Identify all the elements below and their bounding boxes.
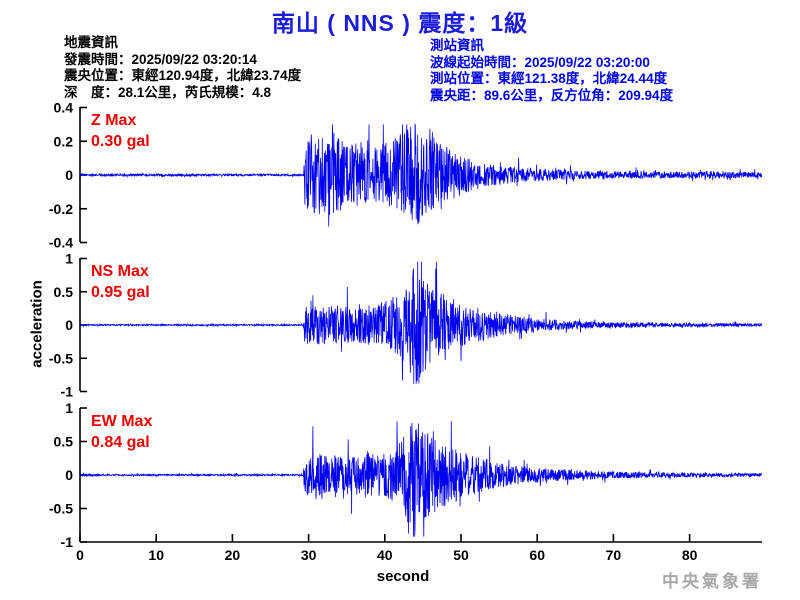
epicentral-distance-line: 震央距：89.6公里，反方位角：209.94度 [430, 87, 674, 103]
y-tick-label: 0 [65, 467, 73, 483]
origin-time-line: 發震時間：2025/09/22 03:20:14 [64, 51, 257, 67]
y-tick-label: 0.2 [54, 133, 74, 149]
x-tick-label: 70 [606, 547, 622, 563]
max-label-z-name: Z Max [91, 112, 137, 129]
x-tick-label: 50 [453, 547, 469, 563]
y-tick-label: 1 [65, 400, 73, 416]
y-tick-label: 0.5 [54, 284, 74, 300]
epicenter-location-line: 震央位置：東經120.94度，北緯23.74度 [64, 68, 302, 83]
x-axis-label: second [376, 568, 430, 585]
y-tick-label: -0.5 [49, 501, 73, 517]
depth-magnitude-line: 深 度：28.1公里，芮氏規模：4.8 [64, 84, 272, 100]
trace-ns [79, 261, 763, 385]
agency-watermark: 中央氣象署 [662, 572, 762, 591]
x-tick-label: 10 [148, 547, 164, 563]
trace-start-time-line: 波線起始時間：2025/09/22 03:20:00 [430, 54, 650, 70]
y-tick-label: -0.4 [49, 235, 73, 251]
y-tick-label: -1 [61, 384, 74, 400]
y-tick-label: 0.4 [54, 100, 74, 116]
y-tick-label: 1 [65, 251, 73, 267]
x-tick-label: 30 [301, 547, 317, 563]
page-title: 南山 ( NNS ) 震度：1級 [271, 10, 529, 36]
y-tick-label: 0.5 [54, 434, 74, 450]
max-label-ew-name: EW Max [91, 413, 153, 430]
x-tick-label: 60 [529, 547, 545, 563]
max-label-ew: EW Max 0.84 gal [91, 411, 152, 453]
station-location-line: 測站位置：東經121.38度，北緯24.44度 [430, 71, 668, 86]
trace-z [79, 122, 763, 227]
max-label-ns-name: NS Max [91, 263, 149, 280]
x-tick-label: 80 [682, 547, 698, 563]
y-tick-label: -0.5 [49, 350, 73, 366]
y-tick-label: -1 [61, 534, 74, 550]
x-tick-label: 0 [76, 547, 84, 563]
trace-ew [79, 421, 763, 537]
max-label-ew-value: 0.84 gal [91, 434, 150, 451]
earthquake-info-heading: 地震資訊 [64, 35, 118, 50]
max-label-z: Z Max 0.30 gal [91, 110, 150, 152]
earthquake-info-block: 地震資訊 發震時間：2025/09/22 03:20:14 震央位置：東經120… [64, 35, 301, 101]
max-label-z-value: 0.30 gal [91, 133, 150, 150]
y-tick-label: 0 [65, 317, 73, 333]
station-info-heading: 測站資訊 [430, 38, 484, 53]
station-info-block: 測站資訊 波線起始時間：2025/09/22 03:20:00 測站位置：東經1… [430, 38, 673, 104]
max-label-ns-value: 0.95 gal [91, 284, 150, 301]
max-label-ns: NS Max 0.95 gal [91, 261, 150, 303]
x-tick-label: 20 [225, 547, 241, 563]
x-tick-label: 40 [377, 547, 393, 563]
y-tick-label: 0 [65, 167, 73, 183]
y-tick-label: -0.2 [49, 201, 73, 217]
